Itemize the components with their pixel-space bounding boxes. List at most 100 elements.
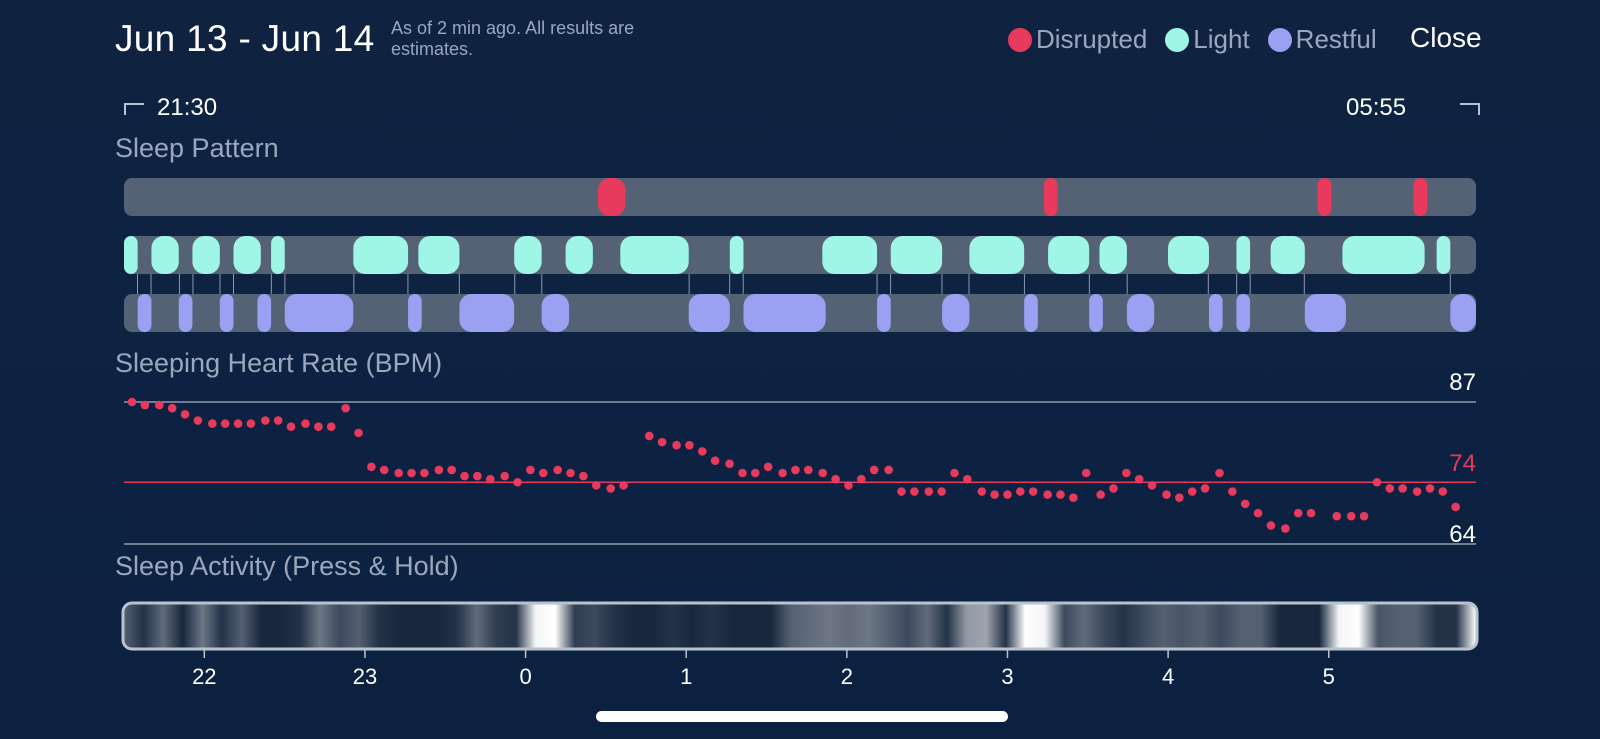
- hour-tick-label: 5: [1323, 664, 1335, 689]
- pattern-segment-light: [729, 236, 744, 274]
- pattern-segment-light: [124, 236, 138, 274]
- hr-point: [778, 468, 787, 478]
- home-indicator[interactable]: [596, 711, 1008, 722]
- hr-point: [672, 440, 681, 450]
- hour-tick-label: 3: [1001, 664, 1013, 689]
- pattern-segment-disrupted: [598, 178, 626, 216]
- hr-point: [566, 468, 575, 478]
- hr-point: [897, 487, 906, 496]
- pattern-segment-restful: [877, 294, 891, 332]
- close-button[interactable]: Close: [1410, 22, 1482, 53]
- legend-item-restful: Restful: [1267, 24, 1377, 55]
- hour-tick-label: 23: [353, 664, 377, 689]
- hr-point: [301, 419, 310, 428]
- hr-point: [1069, 493, 1078, 502]
- hr-point: [208, 419, 217, 428]
- hr-point: [924, 487, 934, 496]
- hr-point: [869, 465, 879, 475]
- pattern-segment-restful: [459, 294, 515, 332]
- pattern-segment-light: [151, 236, 179, 274]
- hr-point: [1109, 484, 1118, 493]
- hr-point: [1332, 511, 1342, 521]
- hr-point: [606, 484, 616, 493]
- pattern-segment-light: [1436, 236, 1451, 274]
- pattern-segment-restful: [137, 294, 152, 332]
- hr-point: [1438, 487, 1448, 496]
- hr-point: [644, 431, 654, 441]
- hr-point: [341, 403, 350, 413]
- pattern-segment-restful: [1236, 294, 1251, 332]
- pattern-segment-light: [620, 236, 689, 274]
- hr-point: [963, 474, 972, 484]
- sleep-charts: 87 74 64 22 23 0 1 2 3 4 5: [121, 178, 1479, 689]
- light-dot-icon: [1165, 27, 1190, 52]
- hr-point: [326, 422, 336, 431]
- hr-point: [500, 471, 510, 481]
- pattern-segment-restful: [1089, 294, 1103, 332]
- sleep-activity-bar[interactable]: [121, 601, 1479, 651]
- heart-rate-points: [127, 397, 1460, 533]
- hr-point: [1281, 524, 1290, 533]
- hr-point: [526, 465, 535, 475]
- hr-max-label: 87: [1449, 369, 1476, 396]
- hr-point: [1003, 490, 1012, 499]
- hr-point: [140, 400, 150, 410]
- hr-point: [553, 465, 563, 475]
- hr-point: [1266, 521, 1276, 530]
- pattern-segment-disrupted: [1317, 178, 1332, 216]
- hr-point: [407, 468, 416, 478]
- hr-point: [579, 471, 588, 481]
- hr-point: [420, 468, 429, 478]
- start-time-label: 21:30: [157, 94, 218, 121]
- hr-point: [725, 459, 734, 469]
- hr-point: [591, 481, 601, 490]
- hr-point: [1385, 484, 1395, 493]
- pattern-segment-restful: [1450, 294, 1476, 332]
- hour-tick-label: 0: [519, 664, 531, 689]
- hr-point: [1147, 481, 1157, 490]
- hr-point: [818, 468, 828, 478]
- hr-point: [460, 471, 469, 481]
- hr-point: [314, 422, 323, 431]
- pattern-segment-light: [565, 236, 593, 274]
- hr-point: [803, 465, 813, 475]
- hr-point: [434, 465, 444, 475]
- pattern-segment-light: [418, 236, 460, 274]
- hr-point: [1096, 490, 1105, 499]
- pattern-segment-restful: [1126, 294, 1155, 332]
- pattern-segment-restful: [743, 294, 826, 332]
- hr-point: [193, 416, 203, 425]
- hr-point: [1306, 508, 1316, 518]
- hr-point: [367, 462, 376, 472]
- pattern-segment-restful: [178, 294, 193, 332]
- pattern-segment-restful: [1304, 294, 1346, 332]
- hr-point: [763, 462, 773, 472]
- hr-point: [1175, 493, 1184, 502]
- hr-point: [1081, 468, 1091, 478]
- hr-point: [538, 468, 548, 478]
- pattern-segment-light: [969, 236, 1025, 274]
- legend-item-disrupted: Disrupted: [1008, 24, 1147, 55]
- pattern-segment-light: [1342, 236, 1425, 274]
- date-range-title: Jun 13 - Jun 14: [115, 18, 375, 59]
- hr-point: [220, 419, 230, 428]
- hr-point: [394, 468, 403, 478]
- sleep-activity-heatmap[interactable]: [124, 604, 1476, 648]
- hr-point: [1122, 468, 1131, 478]
- pattern-segment-light: [353, 236, 409, 274]
- restful-dot-icon: [1267, 27, 1292, 52]
- hr-point: [990, 490, 999, 499]
- pattern-segment-light: [192, 236, 220, 274]
- hr-point: [1200, 484, 1210, 493]
- sleep-pattern-title: Sleep Pattern: [115, 133, 279, 163]
- hr-point: [1028, 487, 1038, 496]
- pattern-segment-disrupted: [1043, 178, 1058, 216]
- hr-point: [1134, 474, 1144, 484]
- pattern-segment-restful: [284, 294, 354, 332]
- pattern-segment-light: [822, 236, 878, 274]
- hour-tick-label: 22: [192, 664, 216, 689]
- hr-point: [857, 474, 866, 484]
- pattern-segment-light: [233, 236, 261, 274]
- legend-label-restful: Restful: [1295, 24, 1377, 54]
- hr-point: [937, 487, 946, 496]
